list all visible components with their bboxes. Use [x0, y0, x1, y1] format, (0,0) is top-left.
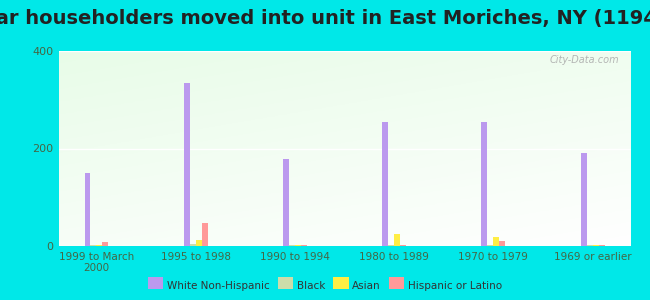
- Bar: [289, 244, 295, 246]
- Text: City-Data.com: City-Data.com: [549, 55, 619, 65]
- Bar: [90, 244, 96, 246]
- Bar: [400, 244, 406, 246]
- Bar: [96, 244, 102, 246]
- Bar: [482, 122, 488, 246]
- Bar: [301, 244, 307, 246]
- Bar: [184, 83, 190, 246]
- Bar: [493, 237, 499, 246]
- Bar: [587, 244, 593, 246]
- Bar: [593, 244, 599, 246]
- Bar: [196, 240, 202, 246]
- Text: Year householders moved into unit in East Moriches, NY (11940): Year householders moved into unit in Eas…: [0, 9, 650, 28]
- Bar: [488, 244, 493, 246]
- Bar: [295, 244, 301, 246]
- Legend: White Non-Hispanic, Black, Asian, Hispanic or Latino: White Non-Hispanic, Black, Asian, Hispan…: [144, 277, 506, 295]
- Bar: [190, 244, 196, 246]
- Bar: [388, 244, 394, 246]
- Bar: [283, 159, 289, 246]
- Bar: [499, 241, 505, 246]
- Bar: [580, 153, 587, 246]
- Bar: [394, 234, 400, 246]
- Bar: [202, 223, 207, 246]
- Bar: [102, 242, 109, 246]
- Bar: [84, 173, 90, 246]
- Bar: [382, 122, 388, 246]
- Bar: [599, 244, 604, 246]
